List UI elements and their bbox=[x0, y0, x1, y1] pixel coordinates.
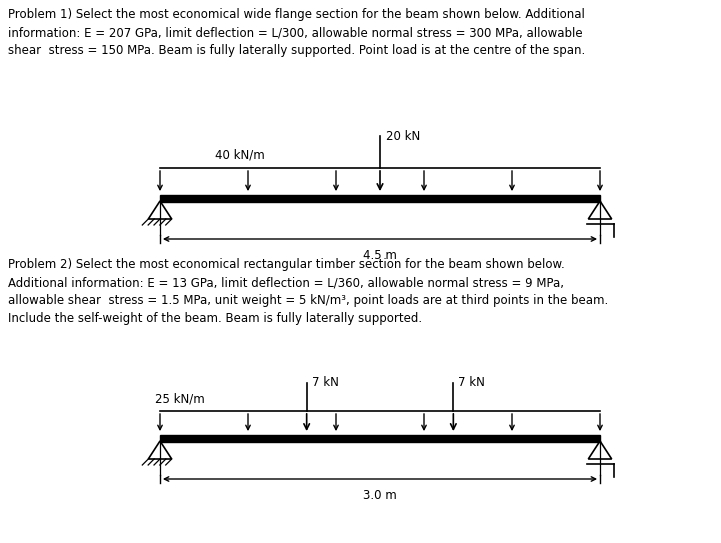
Text: 3.0 m: 3.0 m bbox=[363, 489, 397, 502]
Text: 25 kN/m: 25 kN/m bbox=[155, 392, 205, 405]
Text: 20 kN: 20 kN bbox=[386, 129, 420, 142]
Text: 40 kN/m: 40 kN/m bbox=[215, 149, 265, 162]
Bar bbox=[160, 194, 600, 201]
Text: Problem 2) Select the most economical rectangular timber section for the beam sh: Problem 2) Select the most economical re… bbox=[8, 258, 609, 325]
Text: Problem 1) Select the most economical wide flange section for the beam shown bel: Problem 1) Select the most economical wi… bbox=[8, 8, 585, 57]
Bar bbox=[160, 434, 600, 441]
Text: 4.5 m: 4.5 m bbox=[363, 249, 397, 262]
Text: 7 kN: 7 kN bbox=[459, 376, 485, 389]
Text: 7 kN: 7 kN bbox=[311, 376, 339, 389]
